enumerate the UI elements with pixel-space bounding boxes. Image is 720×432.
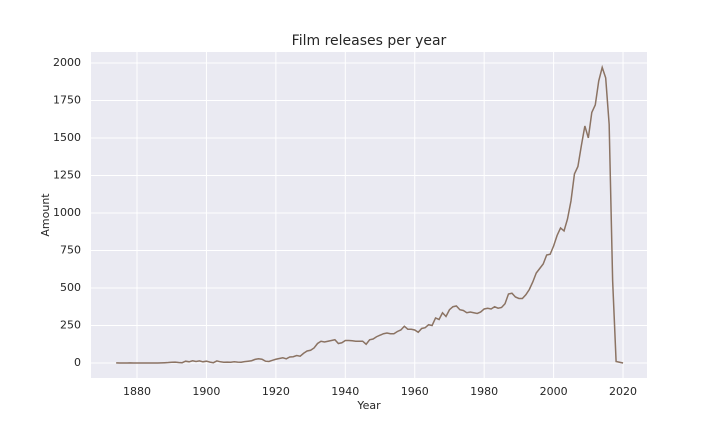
y-tick-label: 1500: [53, 131, 81, 144]
x-tick-label: 1960: [401, 385, 429, 398]
y-tick-label: 750: [60, 243, 81, 256]
plot-area: [91, 52, 647, 378]
y-axis-label: Amount: [39, 193, 52, 237]
x-tick-label: 1880: [123, 385, 151, 398]
x-tick-label: 2020: [609, 385, 637, 398]
y-tick-label: 0: [74, 356, 81, 369]
x-axis-label: Year: [356, 399, 381, 412]
y-tick-label: 500: [60, 281, 81, 294]
chart-title: Film releases per year: [292, 33, 447, 49]
x-tick-label: 1940: [331, 385, 359, 398]
y-tick-label: 2000: [53, 56, 81, 69]
x-tick-label: 2000: [540, 385, 568, 398]
data-line: [116, 64, 624, 364]
x-tick-label: 1920: [262, 385, 290, 398]
x-tick-label: 1900: [192, 385, 220, 398]
x-tick-label: 1980: [470, 385, 498, 398]
y-tick-label: 1250: [53, 168, 81, 181]
y-tick-label: 1750: [53, 93, 81, 106]
y-tick-label: 1000: [53, 206, 81, 219]
y-tick-label: 250: [60, 318, 81, 331]
